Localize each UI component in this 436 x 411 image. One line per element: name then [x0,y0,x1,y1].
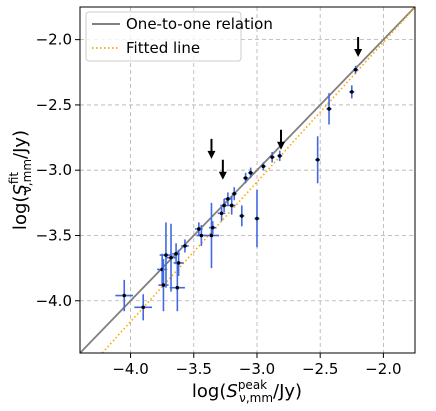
data-point [239,205,245,227]
x-tick-label: −2.0 [365,360,401,378]
x-axis-label: log(Speak ν,mm/Jy) [192,378,302,405]
point-marker [277,154,282,158]
data-point [315,136,321,184]
data-point [220,198,228,212]
point-marker [199,233,204,238]
point-marker [210,225,215,230]
data-point [115,279,134,312]
upper-limit-arrows [207,37,363,180]
y-tick-label: −2.0 [36,31,72,49]
x-tick-label: −2.5 [302,360,338,378]
data-point [277,150,283,162]
arrow-head [207,150,216,159]
legend-label-fitted: Fitted line [126,39,200,57]
x-tick-label: −3.0 [239,360,275,378]
point-marker [169,255,173,260]
point-marker [219,211,224,216]
point-marker [122,293,127,298]
data-point [169,264,185,312]
point-marker [232,191,237,196]
point-marker [255,216,259,221]
data-point [181,239,189,253]
point-marker [243,176,248,180]
data-point [217,205,226,222]
point-marker [161,283,166,287]
one-to-one-line [80,7,415,353]
y-tick-label: −4.0 [36,292,72,310]
data-point [173,249,184,276]
point-marker [176,261,181,265]
data-point [227,196,236,215]
data-point [165,223,177,292]
upper-limit-arrow [354,37,363,58]
y-tick-label: −3.0 [36,161,72,179]
point-marker [197,227,201,231]
upper-limit-arrow [207,138,216,159]
upper-limit-arrow [218,159,227,180]
y-tick-label: −3.5 [36,226,72,244]
arrow-head [277,141,285,150]
legend-box [85,11,242,62]
point-marker [141,305,146,310]
point-marker [353,67,358,72]
legend-label-one-to-one: One-to-one relation [126,15,273,33]
point-marker [327,107,331,111]
plot-frame [79,6,416,354]
y-tick-label: −2.5 [36,96,72,114]
point-marker [175,285,180,290]
trend-lines [80,7,415,353]
legend: One-to-one relation Fitted line [85,11,273,62]
data-point [224,192,232,206]
data-point [353,65,359,74]
fitted-line [101,7,415,353]
data-point [208,221,217,235]
data-point [158,258,169,312]
arrow-head [354,49,363,58]
point-marker [349,90,354,94]
point-marker [164,253,168,257]
data-point [203,202,220,269]
x-tick-label: −3.5 [176,360,212,378]
x-tick-label: −4.0 [112,360,148,378]
point-marker [174,251,178,256]
data-point [231,187,237,201]
data-point [349,85,355,99]
y-axis-label: log(Sfitν,mm/Jy) [7,130,34,230]
data-point [134,294,153,321]
data-points [115,65,359,321]
point-marker [209,233,214,238]
point-marker [261,164,266,169]
data-point [260,162,266,171]
data-point [269,151,275,163]
point-marker [270,155,274,159]
data-point [326,93,332,125]
point-marker [222,203,226,208]
data-point [248,167,254,179]
point-marker [248,171,253,175]
point-marker [226,197,230,201]
point-marker [240,214,244,218]
axis-ticks: −4.0 −3.5 −3.0 −2.5 −2.0 −4.0 −3.5 −3.0 −2.5 −2.0 [36,31,402,378]
data-point [159,222,173,288]
point-marker [183,244,187,248]
data-point [254,189,260,248]
arrow-head [218,171,227,180]
point-marker [229,203,234,208]
point-marker [315,157,320,162]
upper-limit-arrow [277,129,285,150]
data-point [243,172,249,184]
